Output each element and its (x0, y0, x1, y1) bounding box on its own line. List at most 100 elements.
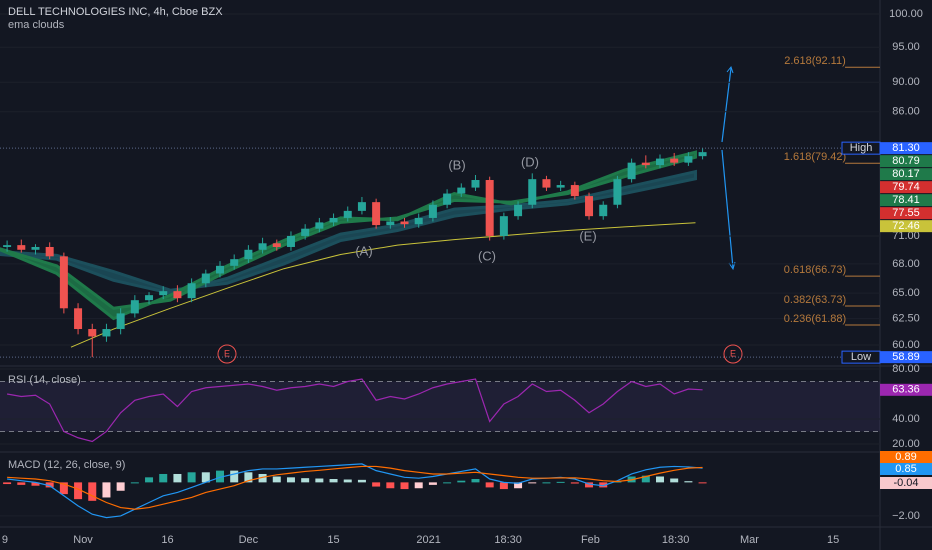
candle-body (116, 313, 125, 330)
candle-body (258, 243, 267, 250)
histogram-bar (556, 481, 565, 483)
histogram-bar (343, 479, 352, 483)
wave-label: (B) (448, 157, 465, 172)
fib-label: 0.236(61.88) (784, 313, 846, 325)
y-tick-label: 20.00 (892, 438, 920, 450)
y-tick-label: 100.00 (889, 8, 923, 20)
y-tick-label: 86.00 (892, 106, 920, 118)
candle-body (514, 204, 523, 217)
candle-body (3, 245, 12, 247)
candle-body (542, 179, 551, 188)
candle-body (88, 329, 97, 337)
histogram-bar (400, 482, 409, 490)
y-tick-label: 60.00 (892, 339, 920, 351)
projection-arrow (721, 149, 734, 269)
macd-line (7, 463, 703, 519)
candle-body (599, 204, 608, 217)
candle-body (457, 187, 466, 194)
fib-label: 2.618(92.11) (784, 55, 846, 67)
candle-body (130, 300, 139, 314)
candle-body (343, 210, 352, 218)
y-tick-label: −2.00 (892, 510, 920, 522)
candle-body (145, 295, 154, 301)
arrow-head (726, 65, 734, 74)
candle-body (372, 202, 381, 226)
event-marker (217, 344, 237, 364)
rsi-value-label: 63.36 (892, 384, 920, 396)
histogram-bar (485, 482, 494, 488)
histogram-bar (641, 475, 650, 483)
candle-body (485, 180, 494, 236)
histogram-bar (386, 482, 395, 489)
histogram-bar (130, 482, 139, 484)
macd-value-box (880, 463, 932, 475)
candle-body (173, 291, 182, 299)
candle-body (286, 235, 295, 247)
candle-body (471, 180, 480, 188)
fib-label: 0.618(66.73) (784, 264, 846, 276)
signal-line (7, 465, 703, 510)
x-tick-label: Dec (239, 534, 259, 546)
y-tick-label: 90.00 (892, 76, 920, 88)
histogram-bar (656, 476, 664, 483)
candle-body (386, 221, 395, 226)
price-label: 80.79 (892, 155, 920, 167)
candle-body (45, 246, 54, 257)
projection-arrow (721, 67, 732, 143)
histogram-bar (443, 482, 452, 484)
histogram-bar (570, 482, 579, 484)
candle-body (74, 308, 83, 330)
x-tick-label: 15 (827, 534, 839, 546)
histogram-bar (329, 479, 338, 483)
histogram-bar (74, 482, 83, 500)
x-tick-label: Feb (581, 534, 600, 546)
price-label-box (880, 194, 932, 207)
candle-body (670, 158, 679, 163)
candle-body (272, 243, 281, 247)
x-tick-label: Nov (73, 534, 93, 546)
price-label: 80.17 (892, 168, 920, 180)
price-label: 72.46 (892, 220, 920, 232)
histogram-bar (542, 482, 551, 484)
candle-body (698, 152, 707, 157)
rsi-band-fill (0, 381, 880, 432)
candle-body (627, 162, 636, 180)
histogram-bar (286, 477, 295, 483)
signal-value-box (880, 451, 932, 463)
histogram-bar (88, 482, 97, 501)
candle-body (244, 249, 253, 260)
histogram-bar (216, 470, 224, 483)
event-label: E (224, 348, 230, 358)
histogram-bar (585, 482, 594, 488)
y-tick-label: 40.00 (892, 413, 920, 425)
candle-body (641, 162, 650, 166)
y-tick-label: 80.00 (892, 363, 920, 375)
candle-body (187, 283, 196, 299)
candle-body (201, 273, 210, 284)
price-label: 79.74 (892, 181, 920, 193)
histogram-bar (514, 482, 523, 489)
wave-label: (A) (355, 243, 372, 258)
histogram-bar (102, 482, 111, 498)
histogram-bar (173, 473, 182, 483)
candle-body (656, 158, 664, 166)
candle-body (613, 179, 622, 205)
macd-title: MACD (12, 26, close, 9) (8, 459, 125, 471)
histogram-value-box (880, 477, 932, 489)
histogram-bar (272, 476, 281, 483)
price-label: 77.55 (892, 207, 920, 219)
histogram-bar (698, 482, 707, 484)
x-tick-label: 18:30 (662, 534, 690, 546)
candle-body (428, 204, 437, 218)
price-label-box (880, 207, 932, 220)
histogram-bar (159, 473, 168, 483)
sma-line (70, 222, 696, 348)
x-tick-label: Mar (740, 534, 759, 546)
histogram-value-label: -0.04 (893, 477, 918, 489)
prefix-label: Low (851, 351, 871, 363)
histogram-bar (31, 482, 40, 486)
histogram-bar (258, 473, 267, 483)
rsi-value-box (880, 383, 932, 396)
